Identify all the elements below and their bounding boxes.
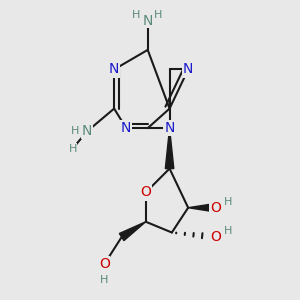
Polygon shape — [188, 203, 215, 212]
Text: N: N — [183, 62, 193, 76]
Text: O: O — [140, 185, 151, 200]
Text: H: H — [70, 126, 79, 136]
Text: N: N — [121, 121, 131, 135]
Text: O: O — [210, 230, 221, 244]
Text: H: H — [224, 197, 232, 207]
Text: N: N — [82, 124, 92, 138]
Text: N: N — [109, 62, 119, 76]
Text: H: H — [68, 144, 77, 154]
Polygon shape — [119, 222, 146, 241]
Text: H: H — [154, 10, 163, 20]
Text: N: N — [142, 14, 153, 28]
Text: H: H — [132, 10, 140, 20]
Text: N: N — [164, 121, 175, 135]
Text: O: O — [99, 257, 110, 271]
Text: H: H — [100, 275, 109, 285]
Text: O: O — [210, 201, 221, 215]
Text: H: H — [224, 226, 232, 236]
Polygon shape — [165, 128, 174, 169]
